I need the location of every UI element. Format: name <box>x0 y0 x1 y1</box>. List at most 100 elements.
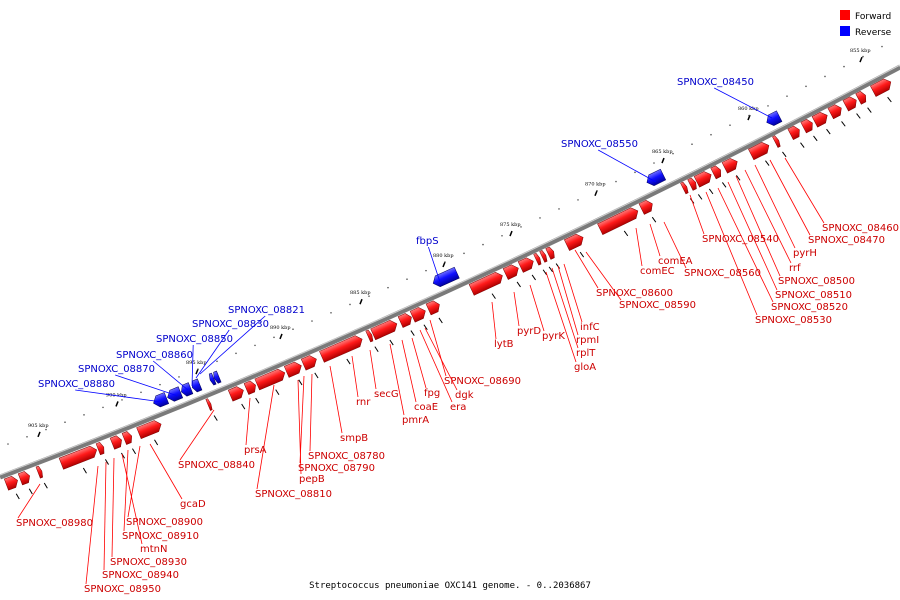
reverse-gene[interactable] <box>190 378 203 393</box>
forward-gene[interactable] <box>545 246 562 270</box>
forward-gene[interactable] <box>687 177 704 201</box>
svg-text:SPNOXC_08870: SPNOXC_08870 <box>78 364 155 375</box>
kbp-tick <box>359 298 363 305</box>
svg-text:SPNOXC_08850: SPNOXC_08850 <box>156 334 233 345</box>
forward-gene[interactable] <box>254 367 292 401</box>
legend-reverse-label: Reverse <box>855 28 892 38</box>
forward-gene-label: SPNOXC_08520 <box>717 187 848 313</box>
legend: Forward Reverse <box>840 10 892 38</box>
genome-backbone <box>0 64 900 480</box>
svg-text:pyrH: pyrH <box>793 248 817 259</box>
kbp-tick <box>279 333 283 340</box>
reverse-gene[interactable] <box>644 168 667 188</box>
forward-gene-label: SPNOXC_08590 <box>585 251 696 311</box>
kbp-tick <box>442 261 446 268</box>
forward-gene[interactable] <box>721 156 745 184</box>
forward-gene[interactable] <box>638 198 660 225</box>
forward-gene[interactable] <box>517 256 541 284</box>
forward-gene[interactable] <box>710 165 729 190</box>
ruler-dot <box>197 368 199 370</box>
forward-gene[interactable] <box>319 334 369 374</box>
forward-gene[interactable] <box>397 312 419 339</box>
forward-gene[interactable] <box>365 329 379 353</box>
forward-gene[interactable] <box>693 169 719 198</box>
kbp-tick-label: 905 kbp <box>28 423 49 429</box>
forward-gene[interactable] <box>3 475 24 502</box>
forward-gene-label: infC <box>563 263 600 333</box>
forward-gene[interactable] <box>855 90 874 115</box>
forward-gene-label: SPNOXC_08530 <box>705 191 832 326</box>
reverse-gene[interactable] <box>151 392 170 408</box>
forward-gene[interactable] <box>468 270 510 306</box>
forward-gene[interactable] <box>502 263 526 291</box>
forward-gene[interactable] <box>136 419 168 450</box>
forward-gene[interactable] <box>597 206 645 246</box>
forward-gene[interactable] <box>58 444 103 480</box>
ruler-dot <box>824 75 826 78</box>
kbp-tick-label: 860 kbp <box>738 106 759 112</box>
ruler-dot <box>520 226 522 228</box>
svg-text:SPNOXC_08880: SPNOXC_08880 <box>38 379 115 390</box>
forward-gene[interactable] <box>370 318 405 350</box>
svg-text:mtnN: mtnN <box>140 544 167 555</box>
forward-gene[interactable] <box>109 434 128 460</box>
ruler-dot <box>767 105 769 107</box>
svg-text:pepB: pepB <box>299 474 325 485</box>
forward-gene[interactable] <box>227 385 250 413</box>
reverse-gene-label: SPNOXC_08860 <box>116 350 193 391</box>
reverse-gene[interactable] <box>165 386 184 403</box>
svg-text:SPNOXC_08980: SPNOXC_08980 <box>16 518 93 529</box>
forward-gene[interactable] <box>800 118 821 144</box>
forward-gene-label: SPNOXC_08930 <box>110 457 187 568</box>
ruler-dot <box>615 180 617 183</box>
forward-gene[interactable] <box>842 95 865 122</box>
ruler-dot <box>26 436 28 438</box>
forward-gene[interactable] <box>563 232 591 261</box>
forward-gene[interactable] <box>95 441 110 466</box>
svg-text:SPNOXC_08821: SPNOXC_08821 <box>228 305 305 316</box>
forward-gene[interactable] <box>283 360 308 388</box>
forward-gene[interactable] <box>533 252 548 276</box>
forward-gene[interactable] <box>409 305 433 333</box>
forward-gene[interactable] <box>870 77 899 108</box>
forward-gene-label: rnr <box>351 355 371 408</box>
ruler-dot <box>634 171 636 174</box>
forward-gene[interactable] <box>243 380 263 406</box>
forward-gene[interactable] <box>787 124 808 150</box>
svg-text:gloA: gloA <box>574 362 596 373</box>
ruler-dot <box>539 217 541 219</box>
forward-gene-label: comEC <box>635 227 675 277</box>
svg-text:pmrA: pmrA <box>402 415 429 426</box>
ruler-dot <box>463 252 465 255</box>
kbp-tick-label: 895 kbp <box>186 360 207 366</box>
legend-forward-label: Forward <box>855 12 891 22</box>
forward-gene[interactable] <box>425 299 447 326</box>
forward-gene-label: coaE <box>401 339 438 413</box>
kbp-tick-label: 855 kbp <box>850 48 871 54</box>
forward-gene[interactable] <box>121 430 138 455</box>
forward-gene[interactable] <box>748 140 777 170</box>
forward-gene[interactable] <box>205 398 218 421</box>
ruler-dot <box>235 352 237 355</box>
svg-text:secG: secG <box>374 389 399 400</box>
forward-gene[interactable] <box>17 470 36 496</box>
forward-gene[interactable] <box>772 135 787 158</box>
reverse-gene[interactable] <box>212 370 222 384</box>
reverse-gene[interactable] <box>764 110 783 128</box>
reverse-gene-label: SPNOXC_08830 <box>192 319 269 379</box>
forward-gene-label: SPNOXC_08540 <box>689 194 779 245</box>
forward-gene[interactable] <box>539 250 554 273</box>
forward-gene-label: gloA <box>545 271 596 373</box>
reverse-gene[interactable] <box>208 372 217 386</box>
forward-gene[interactable] <box>811 110 835 138</box>
kbp-tick <box>859 56 863 63</box>
forward-gene[interactable] <box>827 103 850 130</box>
ruler-dot <box>254 344 256 347</box>
forward-gene[interactable] <box>300 354 323 382</box>
forward-gene-label: SPNOXC_08910 <box>122 449 199 542</box>
forward-gene[interactable] <box>35 465 48 490</box>
ruler-dot <box>881 45 883 48</box>
forward-gene-label: SPNOXC_08510 <box>727 181 852 301</box>
ruler-dot <box>672 152 674 155</box>
